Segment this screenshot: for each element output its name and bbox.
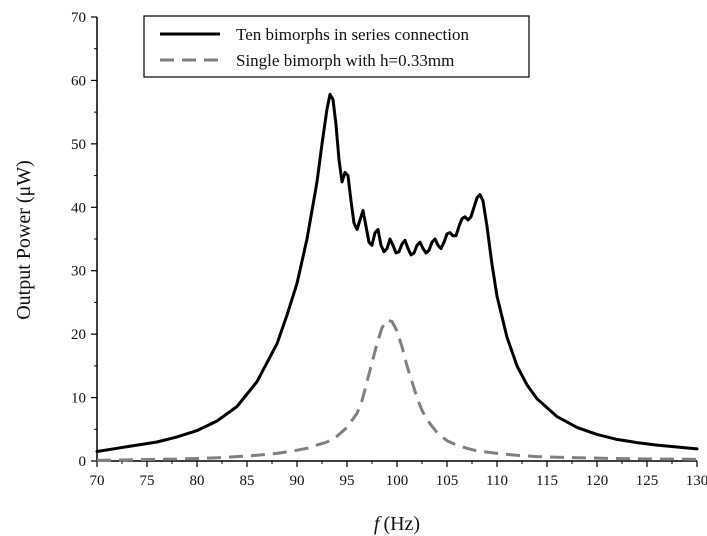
series-line-2	[96, 318, 698, 462]
x-tick-label: 100	[386, 473, 409, 489]
x-tick-label: 95	[340, 473, 355, 489]
y-tick-label: 60	[71, 73, 86, 89]
series-line-1	[95, 92, 699, 453]
x-tick-label: 115	[536, 473, 558, 489]
y-tick-label: 30	[71, 264, 86, 280]
plot-frame	[96, 17, 697, 462]
x-tick-label: 80	[190, 473, 205, 489]
y-axis: 0 10 20 30 40 50 60 70	[71, 10, 97, 470]
y-tick-label: 20	[71, 327, 86, 343]
x-tick-label: 110	[486, 473, 508, 489]
x-tick-label: 130	[686, 473, 707, 489]
x-axis: 70 75 80 85 90 95 100 105 110 115 120 125 130	[90, 461, 707, 489]
y-tick-label: 0	[79, 454, 87, 470]
x-tick-label: 75	[140, 473, 155, 489]
x-tick-label: 85	[240, 473, 255, 489]
y-tick-label: 40	[71, 200, 86, 216]
series-layer	[95, 92, 699, 462]
x-tick-label: 90	[290, 473, 305, 489]
legend-label-series-1: Ten bimorphs in series connection	[236, 25, 469, 44]
x-tick-label: 70	[90, 473, 105, 489]
x-axis-label-symbol: f	[374, 513, 382, 535]
legend-box	[143, 15, 530, 78]
y-tick-label: 70	[71, 10, 86, 26]
y-tick-label: 50	[71, 137, 86, 153]
x-tick-label: 125	[636, 473, 659, 489]
x-tick-label: 120	[586, 473, 609, 489]
legend-label-series-2: Single bimorph with h=0.33mm	[236, 51, 454, 70]
x-axis-label: f (Hz)	[374, 513, 420, 535]
y-tick-label: 10	[71, 391, 86, 407]
legend: Ten bimorphs in series connection Single…	[143, 15, 530, 78]
x-axis-label-unit: (Hz)	[383, 513, 420, 535]
x-tick-label: 105	[436, 473, 459, 489]
y-axis-label: Output Power (μW)	[13, 160, 35, 320]
